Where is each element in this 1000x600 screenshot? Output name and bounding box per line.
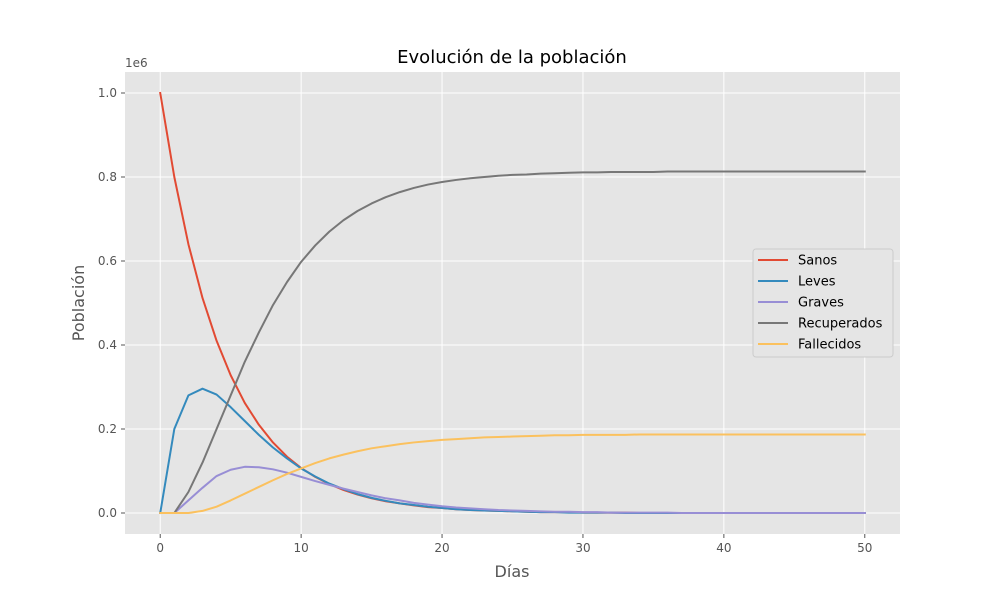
x-axis-label: Días xyxy=(495,562,530,581)
x-tick-label: 0 xyxy=(156,541,164,555)
x-tick-label: 50 xyxy=(857,541,872,555)
y-tick-label: 1.0 xyxy=(98,86,117,100)
y-axis-label: Población xyxy=(69,265,88,341)
y-axis-ticks: 0.0 0.2 0.4 0.6 0.8 1.0 xyxy=(98,86,125,520)
x-tick-label: 20 xyxy=(434,541,449,555)
legend-label-leves: Leves xyxy=(798,275,836,290)
series-line-fallecidos xyxy=(159,433,866,514)
series-lines xyxy=(159,91,866,515)
x-tick-label: 10 xyxy=(293,541,308,555)
x-axis-ticks: 0 10 20 30 40 50 xyxy=(156,534,872,555)
y-tick-label: 0.2 xyxy=(98,422,117,436)
legend-label-fallecidos: Fallecidos xyxy=(798,338,861,353)
y-axis-offset-label: 1e6 xyxy=(125,56,148,70)
x-tick-label: 40 xyxy=(716,541,731,555)
y-tick-label: 0.6 xyxy=(98,254,117,268)
legend-label-recuperados: Recuperados xyxy=(798,317,883,332)
y-tick-label: 0.4 xyxy=(98,338,117,352)
legend-label-graves: Graves xyxy=(798,296,844,311)
series-line-recuperados xyxy=(159,170,866,514)
y-tick-label: 0.0 xyxy=(98,506,117,520)
x-tick-label: 30 xyxy=(575,541,590,555)
series-line-graves xyxy=(159,465,866,514)
legend: Sanos Leves Graves Recuperados Fallecidos xyxy=(752,248,894,358)
legend-label-sanos: Sanos xyxy=(798,254,837,269)
chart-title: Evolución de la población xyxy=(397,47,627,68)
y-tick-label: 0.8 xyxy=(98,170,117,184)
legend-box xyxy=(752,248,894,358)
